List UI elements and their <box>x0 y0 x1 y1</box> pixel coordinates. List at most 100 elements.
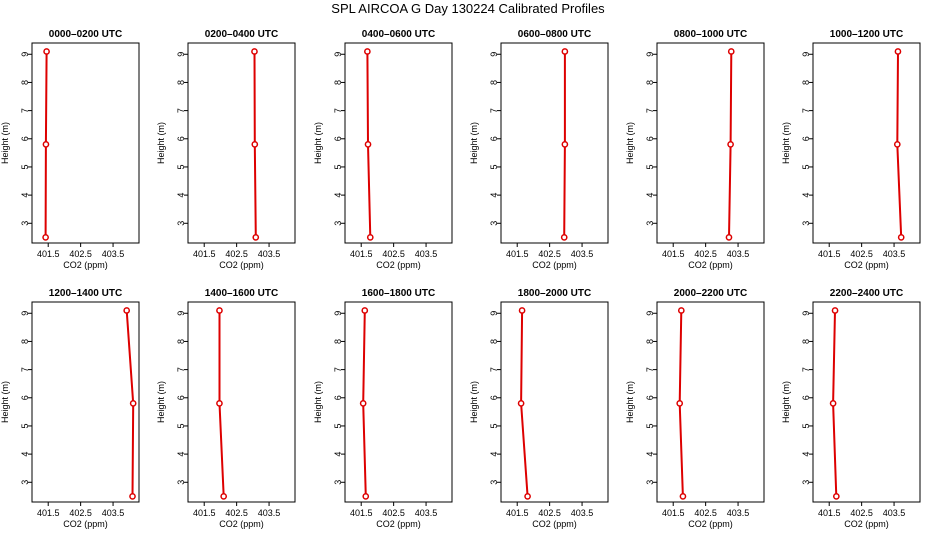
x-tick-label: 401.5 <box>350 249 373 259</box>
profile-point <box>524 493 531 500</box>
plot-frame <box>344 42 453 244</box>
profile-point <box>676 400 684 407</box>
plot-frame <box>31 42 140 244</box>
x-tick-label: 403.5 <box>102 508 125 518</box>
y-tick-label: 4 <box>801 193 811 198</box>
x-tick-label: 402.5 <box>69 249 92 259</box>
x-axis-label: CO2 (ppm) <box>219 519 264 529</box>
profile-point <box>359 400 367 407</box>
profile-point <box>893 141 901 148</box>
panel-title: 0800–1000 UTC <box>674 29 747 40</box>
plot-frame <box>812 301 921 503</box>
x-tick-label: 401.5 <box>350 508 373 518</box>
y-tick-label: 9 <box>20 52 30 57</box>
y-tick-label: 5 <box>20 164 30 169</box>
plot-frame <box>656 301 765 503</box>
x-tick-label: 402.5 <box>694 508 717 518</box>
x-tick-label: 401.5 <box>37 249 60 259</box>
y-axis-label: Height (m) <box>0 381 10 423</box>
y-tick-label: 7 <box>645 367 655 372</box>
panel-title: 2000–2200 UTC <box>674 288 747 299</box>
y-tick-label: 6 <box>176 136 186 141</box>
x-axis-label: CO2 (ppm) <box>376 519 421 529</box>
y-tick-label: 7 <box>20 108 30 113</box>
y-tick-label: 3 <box>489 480 499 485</box>
y-tick-label: 8 <box>489 339 499 344</box>
y-tick-label: 8 <box>20 339 30 344</box>
y-tick-label: 8 <box>20 80 30 85</box>
y-tick-label: 5 <box>489 423 499 428</box>
y-tick-label: 7 <box>489 367 499 372</box>
profile-point <box>361 307 369 314</box>
x-tick-label: 402.5 <box>225 508 248 518</box>
y-tick-label: 6 <box>176 395 186 400</box>
panel-title: 2200–2400 UTC <box>830 288 903 299</box>
x-axis-label: CO2 (ppm) <box>63 260 108 270</box>
y-tick-label: 3 <box>801 480 811 485</box>
x-axis-label: CO2 (ppm) <box>688 519 733 529</box>
y-tick-label: 5 <box>176 164 186 169</box>
profile-point <box>216 400 223 407</box>
profile-point <box>252 234 260 241</box>
figure-title: SPL AIRCOA G Day 130224 Calibrated Profi… <box>331 1 605 16</box>
profile-point <box>129 493 136 500</box>
profile-point <box>829 400 837 407</box>
panel-title: 1800–2000 UTC <box>518 288 591 299</box>
y-tick-label: 5 <box>176 423 186 428</box>
y-axis-label: Height (m) <box>156 122 166 164</box>
y-tick-label: 9 <box>333 311 343 316</box>
profile-point <box>725 234 733 241</box>
y-tick-label: 3 <box>333 221 343 226</box>
profile-point <box>517 400 525 407</box>
profile-point <box>832 493 840 500</box>
y-axis-label: Height (m) <box>625 122 635 164</box>
profile-point <box>561 141 569 148</box>
profile-point <box>366 234 374 241</box>
y-tick-label: 6 <box>333 136 343 141</box>
panel-title: 1400–1600 UTC <box>205 288 278 299</box>
x-tick-label: 403.5 <box>727 249 750 259</box>
x-tick-label: 401.5 <box>506 508 529 518</box>
panel-title: 0600–0800 UTC <box>518 29 591 40</box>
y-axis-label: Height (m) <box>781 381 791 423</box>
x-axis-label: CO2 (ppm) <box>688 260 733 270</box>
profile-point <box>42 234 49 241</box>
x-tick-label: 401.5 <box>818 249 841 259</box>
y-tick-label: 4 <box>645 452 655 457</box>
profile-point <box>43 48 50 55</box>
x-tick-label: 403.5 <box>883 249 906 259</box>
x-tick-label: 403.5 <box>571 249 594 259</box>
y-tick-label: 8 <box>801 80 811 85</box>
y-tick-label: 6 <box>20 136 30 141</box>
y-tick-label: 7 <box>20 367 30 372</box>
x-tick-label: 402.5 <box>850 249 873 259</box>
y-tick-label: 8 <box>489 80 499 85</box>
y-tick-label: 8 <box>801 339 811 344</box>
y-tick-label: 5 <box>645 164 655 169</box>
y-tick-label: 8 <box>645 339 655 344</box>
profile-point <box>220 493 228 500</box>
y-tick-label: 4 <box>333 452 343 457</box>
profile-point <box>561 48 569 55</box>
y-tick-label: 5 <box>801 164 811 169</box>
y-axis-label: Height (m) <box>313 381 323 423</box>
y-axis-label: Height (m) <box>156 381 166 423</box>
plot-frame <box>656 42 765 244</box>
panel-title: 1200–1400 UTC <box>49 288 122 299</box>
y-tick-label: 7 <box>801 367 811 372</box>
x-axis-label: CO2 (ppm) <box>532 260 577 270</box>
profile-point <box>364 141 372 148</box>
y-tick-label: 3 <box>645 480 655 485</box>
y-tick-label: 3 <box>176 480 186 485</box>
x-tick-label: 401.5 <box>37 508 60 518</box>
y-axis-label: Height (m) <box>0 122 10 164</box>
